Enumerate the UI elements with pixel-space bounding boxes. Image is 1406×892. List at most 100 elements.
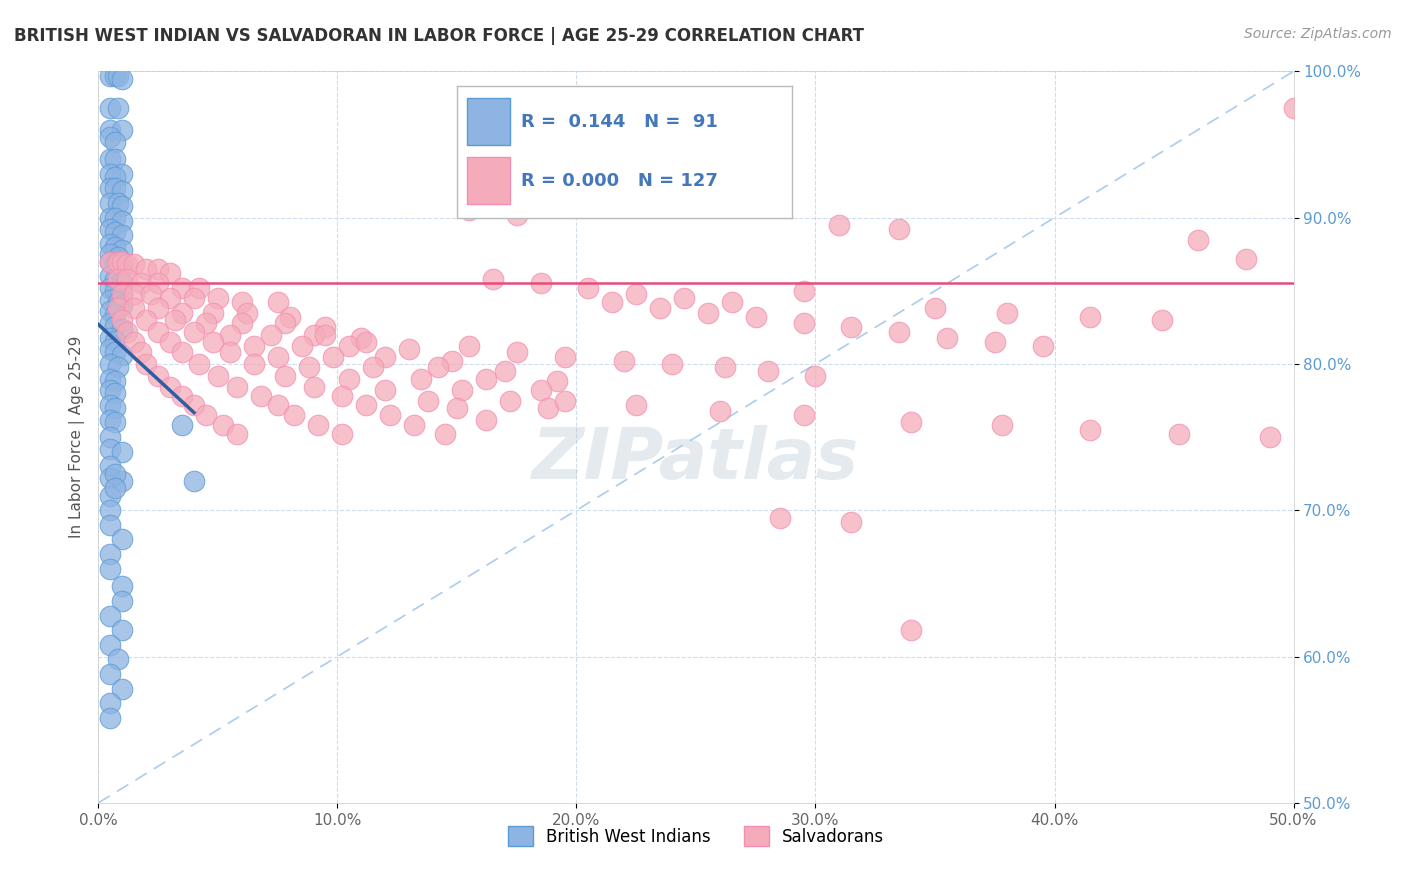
Point [115,272,138,286]
Point [98,357,122,371]
Point [98,211,122,225]
Point [195,316,218,330]
Point [474,412,496,426]
Point [219,327,242,342]
Point [107,250,129,264]
Point [458,203,481,218]
Point [107,295,129,310]
Point [991,418,1014,433]
Point [115,325,138,339]
Point [291,339,314,353]
Point [183,291,205,305]
Point [1187,233,1209,247]
Point [426,359,449,374]
Point [546,375,568,389]
Point [159,380,181,394]
Point [804,368,827,383]
Point [98,167,122,181]
Point [98,489,122,503]
Text: BRITISH WEST INDIAN VS SALVADORAN IN LABOR FORCE | AGE 25-29 CORRELATION CHART: BRITISH WEST INDIAN VS SALVADORAN IN LAB… [14,27,865,45]
Point [330,427,353,442]
Point [936,330,959,344]
Point [159,334,181,349]
Point [446,401,468,415]
Text: Source: ZipAtlas.com: Source: ZipAtlas.com [1244,27,1392,41]
Point [104,401,127,415]
Point [98,638,122,652]
Point [148,368,170,383]
Point [111,243,134,257]
Point [554,393,576,408]
Point [135,357,157,371]
Point [111,254,134,268]
Point [124,257,146,271]
Point [98,343,122,357]
Point [211,418,233,433]
Point [98,254,122,268]
Point [441,354,464,368]
Point [98,316,122,330]
Point [111,228,134,243]
Point [793,284,815,298]
Point [148,277,170,291]
Y-axis label: In Labor Force | Age 25-29: In Labor Force | Age 25-29 [69,336,84,538]
Point [163,313,186,327]
Point [159,266,181,280]
Point [104,416,127,430]
Point [98,517,122,532]
Point [207,291,229,305]
Point [98,196,122,211]
Point [554,350,576,364]
Point [111,275,134,289]
Point [841,515,863,529]
Point [274,368,297,383]
Point [98,222,122,236]
Point [111,579,134,593]
Point [104,257,127,271]
Point [172,389,194,403]
Point [98,69,122,83]
Point [98,281,122,295]
Point [104,169,127,184]
Point [339,371,361,385]
Point [506,345,529,359]
Point [900,623,922,637]
Point [243,339,266,353]
Point [104,481,127,495]
Point [506,208,529,222]
Point [995,306,1018,320]
Point [661,357,683,371]
Point [172,418,194,433]
Point [226,427,249,442]
Point [274,316,297,330]
Point [924,301,946,316]
Point [135,261,157,276]
Point [111,313,134,327]
Point [159,291,181,305]
Point [98,181,122,195]
Point [202,334,225,349]
Point [107,359,129,374]
Point [111,348,134,362]
Point [900,416,922,430]
Point [1080,310,1102,325]
Point [111,298,134,312]
Point [104,225,127,239]
Point [107,101,129,115]
Point [107,254,129,268]
Point [1152,313,1174,327]
Point [98,430,122,444]
Point [111,444,134,458]
Point [721,295,744,310]
Point [756,364,779,378]
Point [793,316,815,330]
Point [793,408,815,422]
Point [1167,427,1189,442]
Point [187,357,209,371]
Point [111,474,134,488]
Point [745,310,768,325]
Point [673,291,696,305]
Point [374,350,396,364]
Point [131,277,153,291]
Point [104,386,127,401]
